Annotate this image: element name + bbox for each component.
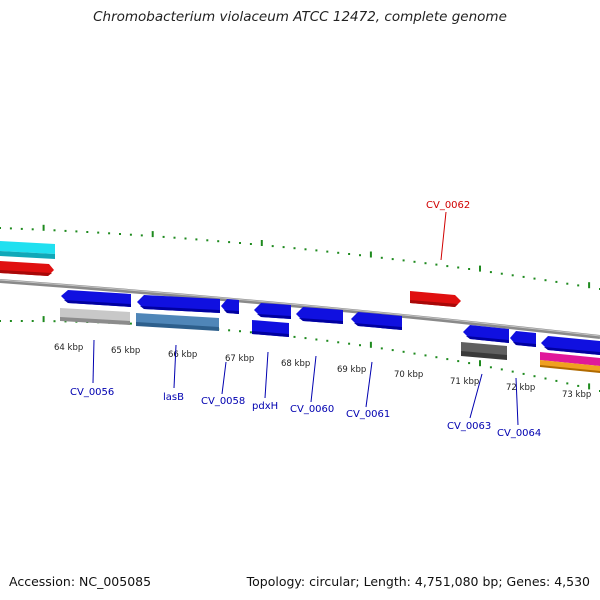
gene-right-edge-orange[interactable] xyxy=(540,360,600,373)
gene-cv-0056-gray[interactable] xyxy=(60,308,130,325)
genome-backbone-highlight xyxy=(0,279,600,337)
gene-lasb-steelblue[interactable] xyxy=(136,313,219,331)
gene-lasb[interactable] xyxy=(137,295,220,313)
gene-label-pdxh[interactable]: pdxH xyxy=(252,401,278,412)
gene-label-cv-0060[interactable]: CV_0060 xyxy=(290,404,334,415)
gene-cyan-top-left[interactable] xyxy=(0,241,55,259)
scale-label-70kbp: 70 kbp xyxy=(394,370,423,380)
scale-label-73kbp: 73 kbp xyxy=(562,390,591,400)
gene-cv-0063-darkgray[interactable] xyxy=(461,342,507,360)
page-title: Chromobacterium violaceum ATCC 12472, co… xyxy=(93,9,507,25)
gene-label-cv-0061[interactable]: CV_0061 xyxy=(346,409,390,420)
scale-label-72kbp: 72 kbp xyxy=(506,383,535,393)
genome-backbone xyxy=(0,279,600,339)
gene-pdxh-lower[interactable] xyxy=(252,320,289,337)
scale-label-71kbp: 71 kbp xyxy=(450,377,479,387)
gene-pdxh-upper[interactable] xyxy=(254,303,291,319)
scale-label-69kbp: 69 kbp xyxy=(337,365,366,375)
gene-cv-0056[interactable] xyxy=(61,290,131,307)
gene-label-cv-0058[interactable]: CV_0058 xyxy=(201,396,245,407)
leader-cv-0058 xyxy=(221,361,227,395)
gene-label-cv-0063[interactable]: CV_0063 xyxy=(447,421,491,432)
gene-right-edge-magenta[interactable] xyxy=(540,352,600,366)
gene-cv-0060[interactable] xyxy=(296,307,343,324)
gene-cv-0063[interactable] xyxy=(463,325,509,343)
gene-red-left[interactable] xyxy=(0,261,54,276)
gene-right-edge-blue[interactable] xyxy=(541,336,600,355)
scale-label-68kbp: 68 kbp xyxy=(281,359,310,369)
leader-cv-0060 xyxy=(310,355,317,403)
gene-label-cv-0056[interactable]: CV_0056 xyxy=(70,387,114,398)
leader-cv-0062 xyxy=(440,211,447,261)
leader-lasb xyxy=(173,344,177,389)
scale-label-65kbp: 65 kbp xyxy=(111,346,140,356)
leader-cv-0064 xyxy=(515,377,519,426)
leader-pdxh xyxy=(264,351,269,399)
gene-label-cv-0064[interactable]: CV_0064 xyxy=(497,428,541,439)
genome-stats-label: Topology: circular; Length: 4,751,080 bp… xyxy=(246,574,590,589)
gene-cv-0061[interactable] xyxy=(351,312,402,330)
gene-label-lasb[interactable]: lasB xyxy=(163,392,184,403)
scale-label-66kbp: 66 kbp xyxy=(168,350,197,360)
scale-label-67kbp: 67 kbp xyxy=(225,354,254,364)
gene-cv-0058[interactable] xyxy=(221,299,239,314)
gene-label-cv-0062[interactable]: CV_0062 xyxy=(426,200,470,211)
scale-label-64kbp: 64 kbp xyxy=(54,343,83,353)
leader-cv-0056 xyxy=(92,339,95,384)
outer-tick-track xyxy=(0,224,600,290)
gene-cv-0062[interactable] xyxy=(410,291,461,307)
leader-cv-0061 xyxy=(365,361,373,408)
gene-cv-0064[interactable] xyxy=(510,331,536,347)
leader-cv-0063 xyxy=(469,373,483,419)
accession-label: Accession: NC_005085 xyxy=(9,574,152,589)
